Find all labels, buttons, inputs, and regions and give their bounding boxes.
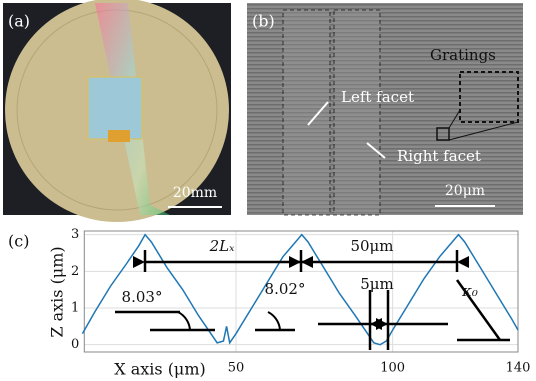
scale-label: 20mm [173, 185, 217, 201]
y-tick-label: 2 [71, 264, 79, 279]
panel-label: (b) [252, 12, 275, 31]
facet-box [283, 10, 330, 215]
annotation: 50μm [350, 237, 393, 255]
x-tick-label: 140 [506, 361, 531, 376]
arrow-head [457, 256, 469, 268]
annotation: 2Lₓ [209, 237, 236, 255]
arrow-head [133, 256, 145, 268]
chart: (c) X axis (μm) Z axis (μm) 0 1 2 3 50 100 140… [8, 227, 530, 378]
annotation: 5μm [360, 275, 394, 293]
annotation: κ₀ [461, 282, 478, 300]
y-tick-label: 0 [71, 337, 79, 352]
y-tick-label: 1 [71, 301, 79, 316]
scale-label: 20μm [445, 183, 485, 199]
arrow-head [289, 256, 301, 268]
annotation: 8.03° [122, 288, 163, 306]
inset [460, 72, 518, 122]
facet-box [334, 10, 380, 215]
panel-label: (c) [8, 232, 29, 251]
y-axis-label: Z axis (μm) [48, 246, 67, 337]
y-tick-label: 3 [71, 227, 79, 242]
x-tick-label: 100 [380, 361, 405, 376]
panel-a: (a) 20mm [3, 0, 231, 222]
hologram-base [108, 130, 130, 142]
annotation: Right facet [397, 147, 481, 165]
x-tick-label: 50 [228, 361, 245, 376]
panel-b: (b) Gratings Left facet Right facet 20μm [247, 3, 523, 215]
hologram [88, 77, 142, 139]
annotation: Left facet [341, 88, 414, 106]
figure: (a) 20mm (b) Gratings Left facet Right f… [0, 0, 536, 381]
arrow-head [301, 256, 313, 268]
annotation: 8.02° [265, 280, 306, 298]
panel-label: (a) [8, 12, 30, 31]
angle-arc [178, 312, 190, 330]
angle-arc [268, 312, 280, 330]
annotation: Gratings [430, 46, 496, 64]
x-axis-label: X axis (μm) [114, 360, 206, 379]
